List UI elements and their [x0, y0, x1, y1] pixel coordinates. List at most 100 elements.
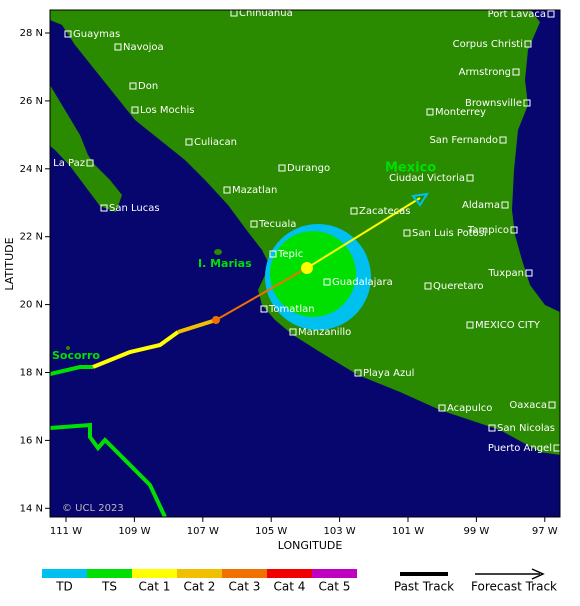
city-label: Mazatlan [232, 185, 277, 196]
legend-swatch [42, 569, 87, 578]
legend-label: Cat 3 [229, 580, 261, 594]
x-tick-label: 97 W [532, 526, 558, 537]
legend-swatch [312, 569, 357, 578]
city-label: Tecuala [258, 219, 296, 230]
city-marker [323, 278, 331, 286]
legend-label: Cat 5 [319, 580, 351, 594]
city-label: Tuxpan [487, 268, 524, 279]
y-axis-label: LATITUDE [3, 237, 16, 290]
city-label: Zacatecas [359, 206, 411, 217]
city-label: San Fernando [429, 135, 498, 146]
city-marker [403, 229, 411, 237]
x-tick-label: 101 W [392, 526, 424, 537]
city-label: Chihuahua [239, 8, 293, 19]
city-marker [512, 68, 520, 76]
city-marker [466, 174, 474, 182]
city-label: Queretaro [433, 281, 483, 292]
city-label: Aldama [462, 200, 500, 211]
legend-label: Cat 2 [184, 580, 216, 594]
city-marker [488, 424, 496, 432]
track-point [212, 316, 220, 324]
x-tick-label: 111 W [50, 526, 82, 537]
city-marker [499, 136, 507, 144]
city-label: Acapulco [447, 403, 492, 414]
city-label: Puerto Angel [488, 443, 552, 454]
city-marker [250, 220, 258, 228]
city-label: MEXICO CITY [475, 320, 541, 331]
city-marker [100, 204, 108, 212]
city-marker [278, 164, 286, 172]
city-marker [185, 138, 193, 146]
city-label: Tampico [467, 225, 509, 236]
city-marker [289, 328, 297, 336]
city-marker [86, 159, 94, 167]
city-label: Tomatlan [268, 304, 315, 315]
city-marker [424, 282, 432, 290]
map-frame [49, 9, 561, 518]
baja-peninsula [50, 85, 122, 212]
x-tick-label: 99 W [464, 526, 490, 537]
old-track [50, 422, 167, 517]
city-label: Navojoa [123, 42, 164, 53]
city-label: Oaxaca [509, 400, 547, 411]
city-marker [223, 186, 231, 194]
city-label: Ciudad Victoria [389, 173, 465, 184]
city-marker [131, 106, 139, 114]
y-tick-label: 14 N [20, 503, 43, 514]
y-tick-label: 22 N [20, 232, 43, 243]
city-label: Port Lavaca [488, 9, 546, 20]
ts-wind-radius [270, 231, 356, 317]
forecast-arrow [411, 192, 430, 207]
legend-swatch [222, 569, 267, 578]
legend-swatch [132, 569, 177, 578]
map-content: Chihuahua Port Lavaca Guaymas Corpus Christ… [50, 8, 560, 517]
city-label: San Nicolas [497, 423, 555, 434]
city-marker [466, 321, 474, 329]
forecast-arrow-sample [531, 568, 545, 580]
legend-label: Cat 1 [139, 580, 171, 594]
city-marker [523, 99, 531, 107]
y-tick-label: 16 N [20, 435, 43, 446]
forecast-track [306, 197, 421, 269]
city-label: San Luis Potosi [412, 228, 487, 239]
x-tick-label: 107 W [187, 526, 219, 537]
legend-label: Forecast Track [471, 580, 557, 594]
credit: © UCL 2023 [62, 503, 124, 514]
country-label: Mexico [385, 161, 436, 176]
past-track [92, 330, 180, 369]
y-tick-label: 28 N [20, 28, 43, 39]
legend-label: Cat 4 [274, 580, 306, 594]
y-tick-label: 20 N [20, 300, 43, 311]
legend-swatch [177, 569, 222, 578]
city-label: Durango [287, 163, 330, 174]
x-axis-label: LONGITUDE [278, 539, 343, 552]
x-tick-label: 103 W [324, 526, 356, 537]
city-marker [510, 226, 518, 234]
city-marker [525, 269, 533, 277]
legend-swatch [87, 569, 132, 578]
legend-label: Past Track [394, 580, 454, 594]
legend-label: TS [101, 580, 117, 594]
city-marker [501, 201, 509, 209]
city-label: Guaymas [73, 29, 120, 40]
city-marker [553, 444, 560, 452]
legend-label: TD [55, 580, 73, 594]
city-marker [438, 404, 446, 412]
city-label: Tepic [277, 249, 303, 260]
x-tick-label: 109 W [118, 526, 150, 537]
city-label: Culiacan [194, 137, 237, 148]
forecast-track [215, 267, 308, 321]
cities: Chihuahua Port Lavaca Guaymas Corpus Christ… [53, 8, 560, 454]
city-label: Guadalajara [332, 277, 393, 288]
city-marker [426, 108, 434, 116]
y-tick-label: 18 N [20, 368, 43, 379]
y-tick-label: 26 N [20, 96, 43, 107]
city-marker [269, 250, 277, 258]
storm-center [301, 262, 313, 274]
city-marker [354, 369, 362, 377]
city-label: Manzanillo [298, 327, 351, 338]
island-label: I. Marias [198, 257, 252, 270]
y-tick-label: 24 N [20, 164, 43, 175]
